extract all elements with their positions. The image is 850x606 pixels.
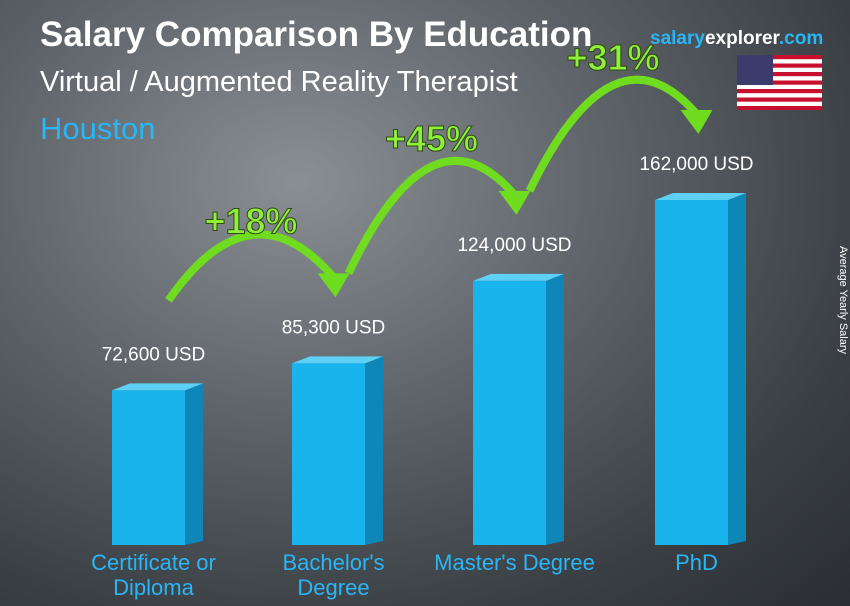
bar: [112, 390, 185, 545]
arrow-head: [317, 273, 350, 298]
bar-top: [112, 383, 203, 391]
bar-top: [473, 273, 564, 281]
subtitle: Virtual / Augmented Reality Therapist: [40, 66, 518, 98]
change-arrow: [165, 230, 337, 303]
x-tick-label: Master's Degree: [434, 550, 595, 575]
change-label: +18%: [204, 200, 297, 241]
arrow-head: [680, 110, 713, 134]
bar-side: [185, 383, 203, 545]
arrow-head: [498, 190, 531, 215]
change-label: +45%: [385, 118, 478, 159]
bar: [473, 280, 546, 545]
y-axis-label: Average Yearly Salary: [837, 246, 849, 355]
bar-top: [292, 356, 383, 364]
bar: [655, 200, 728, 545]
chart-title: Salary Comparison By Education: [40, 15, 592, 54]
value-label: 162,000 USD: [639, 154, 753, 175]
location: Houston: [40, 111, 155, 146]
brand: salaryexplorer.com: [650, 28, 823, 49]
brand-part: salary: [650, 28, 705, 49]
value-label: 72,600 USD: [102, 344, 206, 365]
bar-side: [365, 356, 383, 545]
change-arrow: [525, 75, 700, 193]
value-label: 85,300 USD: [282, 317, 386, 338]
brand-part: .com: [779, 28, 823, 49]
flag: [737, 55, 822, 110]
bar-top: [655, 193, 746, 200]
x-tick-label: Certificate or Diploma: [91, 550, 216, 600]
bar: [292, 363, 365, 545]
brand-part: explorer: [705, 28, 781, 49]
change-label: +31%: [566, 37, 659, 78]
bar-side: [546, 273, 564, 545]
change-arrow: [344, 156, 518, 276]
bar-side: [728, 193, 746, 545]
value-label: 124,000 USD: [457, 235, 571, 256]
x-tick-label: PhD: [675, 550, 718, 575]
x-tick-label: Bachelor's Degree: [282, 550, 385, 600]
